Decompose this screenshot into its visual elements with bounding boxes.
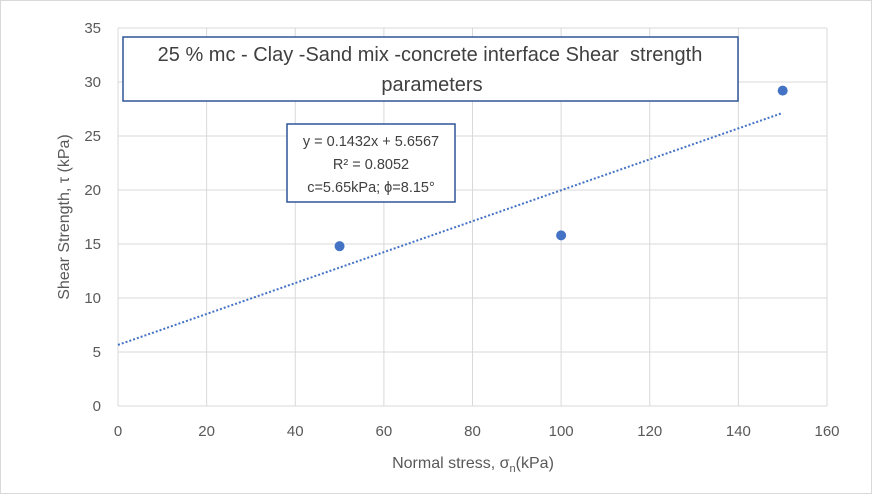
x-tick-label: 60 xyxy=(376,423,393,440)
cohesion-friction-angle: c=5.65kPa; ϕ=8.15° xyxy=(307,180,435,196)
chart-title-box: 25 % mc - Clay -Sand mix -concrete inter… xyxy=(122,36,739,102)
trendline-equation-border xyxy=(286,123,456,203)
y-tick-label: 30 xyxy=(84,74,101,91)
x-tick-labels: 0 20 40 60 80 100 120 140 160 xyxy=(114,423,840,440)
x-tick-label: 100 xyxy=(549,423,574,440)
data-point xyxy=(334,241,345,252)
y-tick-label: 25 xyxy=(84,128,101,145)
chart-title-line-1: 25 % mc - Clay -Sand mix -concrete inter… xyxy=(158,44,703,66)
y-tick-label: 0 xyxy=(93,398,101,415)
x-tick-label: 140 xyxy=(726,423,751,440)
data-points xyxy=(334,85,788,252)
y-axis-title: Shear Strength, τ (kPa) xyxy=(56,134,73,300)
r-squared: R² = 0.8052 xyxy=(333,157,409,173)
x-tick-label: 160 xyxy=(814,423,839,440)
x-axis-title-subscript: n xyxy=(510,463,516,475)
x-tick-label: 0 xyxy=(114,423,122,440)
x-tick-label: 40 xyxy=(287,423,304,440)
chart-title-line-2: parameters xyxy=(381,74,482,96)
y-tick-labels: 0 5 10 15 20 25 30 35 xyxy=(84,20,101,415)
x-tick-label: 80 xyxy=(464,423,481,440)
y-tick-label: 10 xyxy=(84,290,101,307)
y-tick-label: 20 xyxy=(84,182,101,199)
y-tick-label: 35 xyxy=(84,20,101,37)
trendline-equation-box: y = 0.1432x + 5.6567 R² = 0.8052 c=5.65k… xyxy=(286,123,456,203)
x-axis-title-symbol: σ xyxy=(500,455,510,472)
x-axis-title-main: Normal stress, xyxy=(392,455,500,472)
trendline-equation: y = 0.1432x + 5.6567 xyxy=(303,134,439,150)
y-tick-label: 15 xyxy=(84,236,101,253)
x-axis-title: Normal stress, σn(kPa) xyxy=(392,455,554,475)
y-tick-label: 5 xyxy=(93,344,101,361)
x-axis-title-unit: (kPa) xyxy=(516,455,554,472)
data-point xyxy=(777,85,788,96)
chart-title-border xyxy=(122,36,739,102)
trendline xyxy=(117,111,784,346)
trendline-layer xyxy=(117,111,784,346)
x-tick-label: 20 xyxy=(198,423,215,440)
x-tick-label: 120 xyxy=(637,423,662,440)
data-point xyxy=(556,230,567,241)
